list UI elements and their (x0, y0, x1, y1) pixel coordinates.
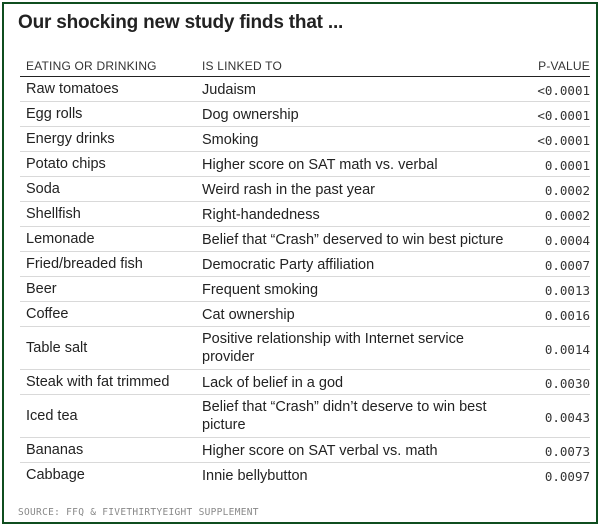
cell-link: Lack of belief in a god (202, 375, 344, 391)
cell-p-value: <0.0001 (537, 83, 590, 98)
cell-food: Lemonade (26, 231, 95, 247)
cell-link: Cat ownership (202, 307, 295, 323)
table-row: Steak with fat trimmed Lack of belief in … (20, 370, 590, 395)
table-row: Raw tomatoes Judaism <0.0001 (20, 77, 590, 102)
cell-link: Right-handedness (202, 207, 320, 223)
cell-p-value: 0.0097 (544, 469, 590, 484)
cell-link: Positive relationship with Internet serv… (202, 331, 464, 365)
cell-food: Beer (26, 281, 57, 297)
table-row: Shellfish Right-handedness 0.0002 (20, 202, 590, 227)
cell-p-value: 0.0016 (544, 308, 590, 323)
table-body: Raw tomatoes Judaism <0.0001 Egg rolls Dog o… (20, 77, 590, 487)
cell-p-value: 0.0073 (544, 444, 590, 459)
cell-food: Shellfish (26, 206, 81, 222)
table-row: Fried/breaded fish Democratic Party affil… (20, 252, 590, 277)
cell-p-value: 0.0013 (544, 283, 590, 298)
cell-food: Iced tea (26, 408, 78, 424)
cell-food: Potato chips (26, 156, 106, 172)
cell-food: Fried/breaded fish (26, 256, 143, 272)
cell-food: Soda (26, 181, 60, 197)
table-row: Cabbage Innie bellybutton 0.0097 (20, 463, 590, 487)
cell-p-value: 0.0004 (544, 233, 590, 248)
cell-food: Cabbage (26, 467, 85, 483)
cell-p-value: 0.0014 (544, 342, 590, 357)
cell-p-value: <0.0001 (537, 108, 590, 123)
table-row: Beer Frequent smoking 0.0013 (20, 277, 590, 302)
cell-link: Smoking (202, 132, 259, 148)
table-row: Table salt Positive relationship with Int… (20, 327, 590, 370)
cell-link: Belief that “Crash” didn’t deserve to wi… (202, 399, 487, 433)
cell-link: Belief that “Crash” deserved to win best… (202, 232, 504, 248)
chart-title: Our shocking new study finds that ... (18, 12, 344, 33)
cell-food: Table salt (26, 340, 88, 356)
cell-p-value: 0.0030 (544, 376, 590, 391)
cell-p-value: 0.0001 (544, 158, 590, 173)
cell-food: Energy drinks (26, 131, 115, 147)
source-note: SOURCE: FFQ & FIVETHIRTYEIGHT SUPPLEMENT (18, 507, 259, 518)
table-row: Egg rolls Dog ownership <0.0001 (20, 102, 590, 127)
cell-p-value: <0.0001 (537, 133, 590, 148)
cell-p-value: 0.0002 (544, 208, 590, 223)
table-row: Iced tea Belief that “Crash” didn’t deser… (20, 395, 590, 438)
table-row: Bananas Higher score on SAT verbal vs. ma… (20, 438, 590, 463)
cell-food: Bananas (26, 442, 84, 458)
header-link: IS LINKED TO (202, 59, 282, 73)
cell-link: Innie bellybutton (202, 468, 308, 484)
header-p-value: P-VALUE (538, 59, 590, 73)
cell-food: Raw tomatoes (26, 81, 119, 97)
cell-food: Steak with fat trimmed (26, 374, 170, 390)
cell-p-value: 0.0002 (544, 183, 590, 198)
results-table: EATING OR DRINKING IS LINKED TO P-VALUE … (20, 56, 590, 487)
cell-link: Higher score on SAT verbal vs. math (202, 443, 438, 459)
cell-link: Frequent smoking (202, 282, 319, 298)
cell-link: Higher score on SAT math vs. verbal (202, 157, 438, 173)
table-row: Potato chips Higher score on SAT math vs.… (20, 152, 590, 177)
table-row: Coffee Cat ownership 0.0016 (20, 302, 590, 327)
cell-link: Judaism (202, 82, 256, 98)
chart-frame: Our shocking new study finds that ... EA… (2, 2, 598, 524)
cell-link: Weird rash in the past year (202, 182, 376, 198)
table-row: Energy drinks Smoking <0.0001 (20, 127, 590, 152)
cell-p-value: 0.0043 (544, 410, 590, 425)
header-food: EATING OR DRINKING (26, 59, 157, 73)
table-header: EATING OR DRINKING IS LINKED TO P-VALUE (20, 56, 590, 77)
cell-food: Egg rolls (26, 106, 83, 122)
table-row: Soda Weird rash in the past year 0.0002 (20, 177, 590, 202)
cell-link: Dog ownership (202, 107, 299, 123)
cell-p-value: 0.0007 (544, 258, 590, 273)
cell-link: Democratic Party affiliation (202, 257, 375, 273)
table-row: Lemonade Belief that “Crash” deserved to … (20, 227, 590, 252)
cell-food: Coffee (26, 306, 69, 322)
